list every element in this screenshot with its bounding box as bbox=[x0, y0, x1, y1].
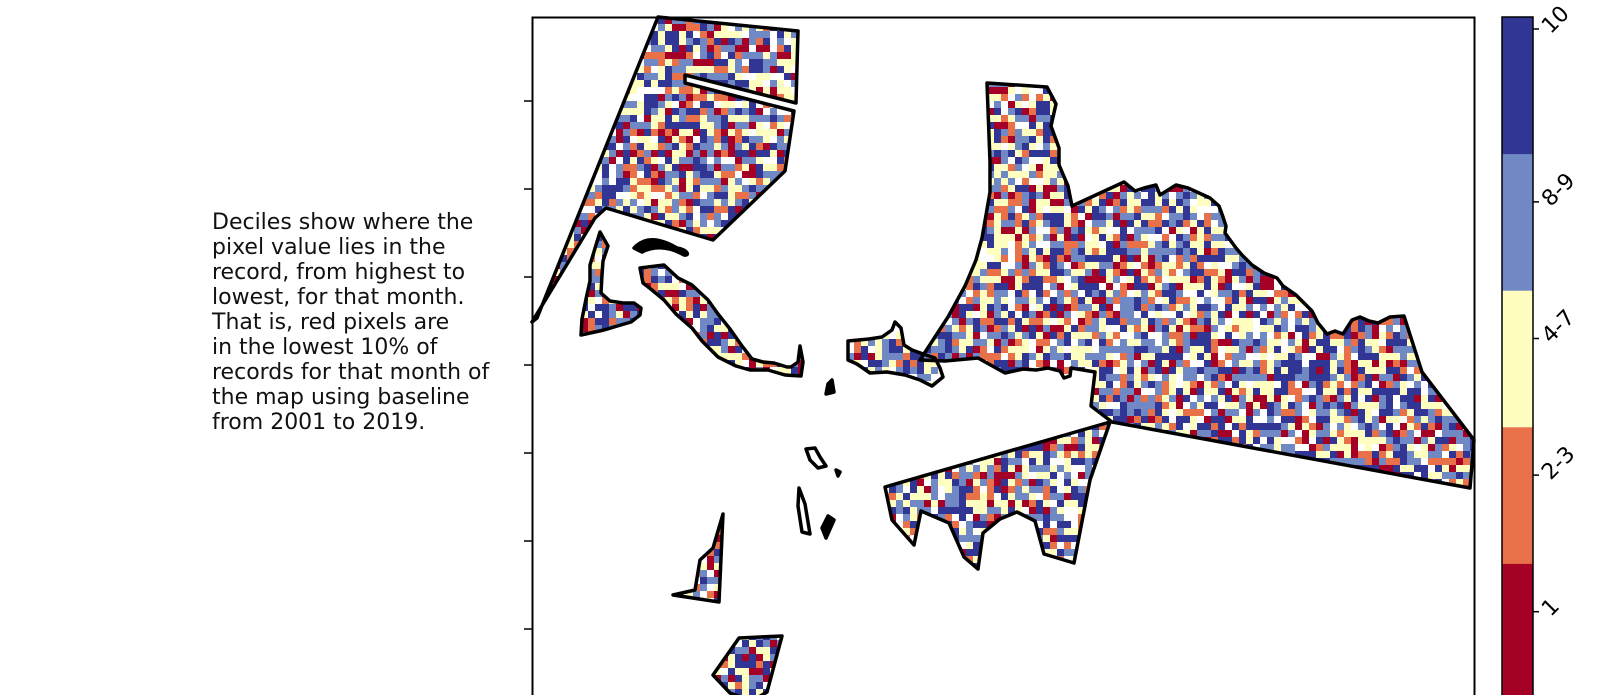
y-axis-ticks bbox=[524, 100, 532, 630]
colorbar-label: 10 bbox=[1537, 1, 1574, 38]
outline-islet-5 bbox=[820, 514, 836, 540]
colorbar-label: 4-7 bbox=[1537, 305, 1580, 348]
colorbar-label: 2-3 bbox=[1537, 442, 1580, 485]
outline-triangle-island bbox=[671, 512, 725, 604]
outline-central-coast bbox=[638, 263, 805, 378]
outline-islet-2 bbox=[824, 378, 836, 396]
outline-northwest-island bbox=[530, 15, 800, 324]
outline-islet-6 bbox=[834, 468, 842, 478]
land-outlines bbox=[530, 15, 1476, 695]
outline-south-island bbox=[711, 634, 784, 695]
colorbar-segment bbox=[1502, 290, 1533, 428]
colorbar-segment bbox=[1502, 153, 1533, 291]
outline-south-region bbox=[883, 420, 1112, 571]
outline-west-spit bbox=[579, 230, 643, 337]
outline-islet-1 bbox=[632, 238, 690, 257]
colorbar-segment bbox=[1502, 17, 1533, 155]
caption-text: Deciles show where the pixel value lies … bbox=[212, 210, 490, 435]
colorbar-frame bbox=[1501, 16, 1534, 695]
outline-east-region bbox=[918, 81, 1476, 490]
outline-islet-4 bbox=[796, 486, 812, 536]
outline-central-peninsula bbox=[846, 320, 945, 388]
outline-islet-3 bbox=[804, 446, 828, 470]
colorbar-label: 8-9 bbox=[1537, 169, 1580, 212]
colorbar-segment bbox=[1502, 426, 1533, 564]
colorbar-segment bbox=[1502, 563, 1533, 695]
colorbar-label: 1 bbox=[1537, 594, 1565, 622]
colorbar: 1 2-3 4-7 8-9 10 bbox=[1501, 1, 1580, 695]
